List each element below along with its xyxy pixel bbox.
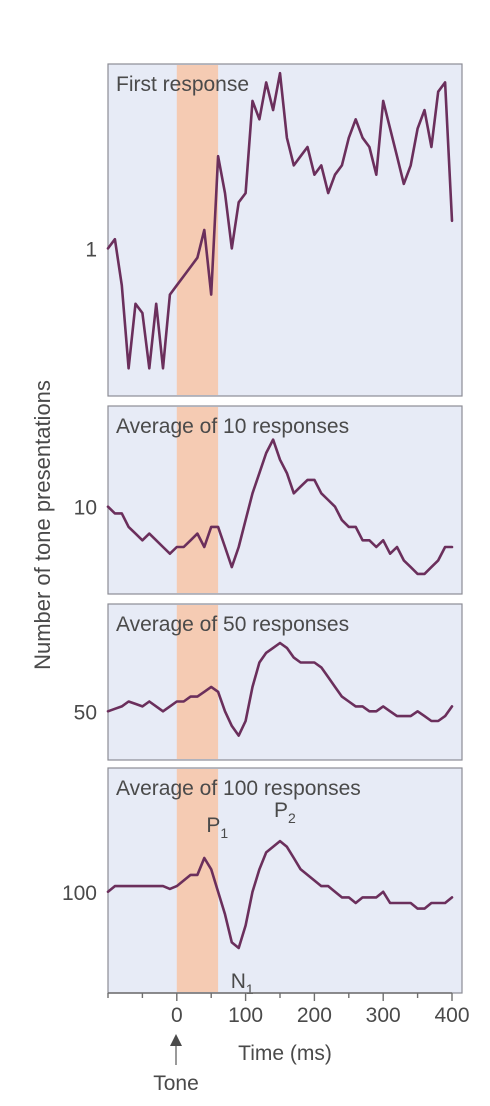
row-label: 100 (62, 882, 97, 905)
row-label: 1 (85, 238, 97, 261)
y-axis-label: Number of tone presentations (30, 380, 55, 670)
response-trace (106, 839, 454, 950)
panel-title: Average of 100 responses (116, 777, 361, 800)
peak-label-n1: N1 (231, 970, 254, 997)
panels-layer: First response 1 Average of 10 responses 10… (62, 63, 463, 997)
x-tick-label: 400 (434, 1004, 469, 1027)
x-tick-label: 300 (366, 1004, 401, 1027)
panel-1: First response 1 (85, 63, 463, 397)
response-trace (106, 641, 454, 737)
panel-4: Average of 100 responses 100 (62, 767, 463, 994)
x-axis: 0 100 200 300 400 (107, 992, 470, 1027)
panel-3: Average of 50 responses 50 (74, 603, 463, 761)
panel-background (107, 767, 463, 994)
row-label: 50 (74, 701, 97, 724)
tone-interval-shading (176, 65, 219, 395)
x-tick-label: 100 (228, 1004, 263, 1027)
x-axis-label: Time (ms) (238, 1042, 332, 1065)
panel-title: Average of 50 responses (116, 613, 349, 636)
panel-title: First response (116, 73, 249, 96)
panel-2: Average of 10 responses 10 (74, 405, 463, 595)
x-tick-label: 0 (171, 1004, 183, 1027)
x-tick-label: 200 (297, 1004, 332, 1027)
row-label: 10 (74, 497, 97, 520)
tone-marker: Tone (153, 1034, 199, 1095)
panel-background (107, 405, 463, 595)
panel-background (107, 603, 463, 761)
tone-label: Tone (153, 1072, 199, 1095)
response-trace (106, 71, 454, 370)
peak-label-p1: P1 (206, 814, 228, 841)
tone-interval-shading (176, 407, 219, 593)
tone-interval-shading (176, 605, 219, 759)
response-trace (106, 438, 454, 576)
peak-label-p2: P2 (274, 799, 296, 826)
panel-title: Average of 10 responses (116, 415, 349, 438)
arrow-up-icon (170, 1034, 182, 1046)
